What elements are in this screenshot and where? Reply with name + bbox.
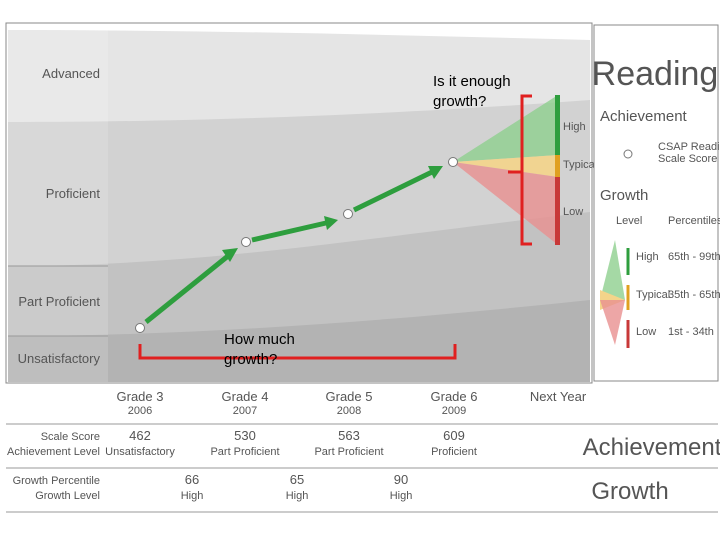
- table-cell: 65: [290, 472, 304, 487]
- legend-text: Scale Score: [658, 153, 717, 165]
- legend-text: 1st - 34th: [668, 326, 714, 338]
- bar-high: [555, 95, 560, 155]
- table-cell: High: [181, 490, 204, 502]
- callout: Is it enough: [433, 73, 511, 90]
- band-label: Unsatisfactory: [18, 351, 101, 366]
- x-label: Next Year: [530, 389, 587, 404]
- table-cell: 530: [234, 428, 256, 443]
- legend-text: 35th - 65th: [668, 289, 720, 301]
- x-label: Grade 4: [222, 389, 269, 404]
- legend-text: High: [636, 251, 659, 263]
- cone-label: Low: [563, 206, 583, 218]
- legend-heading: Achievement: [600, 108, 688, 125]
- table-cell: 66: [185, 472, 199, 487]
- legend-title: Reading: [592, 55, 719, 93]
- score-points: [135, 157, 458, 333]
- row-label: Growth Percentile: [13, 475, 100, 487]
- cone-label: High: [563, 121, 586, 133]
- table-cell: Unsatisfactory: [105, 446, 175, 458]
- band-unsatisfactory: [8, 300, 590, 382]
- legend-text: CSAP Reading: [658, 141, 720, 153]
- x-labels: Grade 3 2006 Grade 4 2007 Grade 5 2008 G…: [117, 389, 587, 417]
- table-cell: High: [286, 490, 309, 502]
- table-cell: 563: [338, 428, 360, 443]
- row-side-label: Achievement: [583, 434, 720, 461]
- legend-text: Percentiles: [668, 215, 720, 227]
- band-label: Part Proficient: [18, 294, 100, 309]
- table-cell: 462: [129, 428, 151, 443]
- table: Scale Score Achievement Level 462 Unsatisfa…: [7, 428, 720, 505]
- cone-label: Typical: [563, 159, 597, 171]
- row-label: Scale Score: [41, 431, 100, 443]
- table-cell: 90: [394, 472, 408, 487]
- legend-text: Low: [636, 326, 656, 338]
- table-cell: Part Proficient: [314, 446, 383, 458]
- legend-text: Level: [616, 215, 642, 227]
- x-label: Grade 6: [431, 389, 478, 404]
- cone-typical: [453, 155, 558, 177]
- bracket-bottom: [138, 344, 457, 360]
- legend-cone: [600, 240, 625, 300]
- legend-marker: [623, 149, 633, 159]
- cone-high: [453, 95, 558, 162]
- x-label: Grade 5: [326, 389, 373, 404]
- callout: growth?: [433, 93, 486, 110]
- table-lines: [6, 423, 718, 513]
- bar-low: [555, 177, 560, 245]
- callout: growth?: [224, 351, 277, 368]
- table-cell: 609: [443, 428, 465, 443]
- row-side-label: Growth: [591, 478, 668, 505]
- x-label: 2006: [128, 405, 152, 417]
- label-column: [8, 27, 108, 382]
- bar-typical: [555, 155, 560, 177]
- cone-low: [453, 162, 558, 245]
- growth-arrows: [144, 166, 443, 324]
- row-label: Growth Level: [35, 490, 100, 502]
- table-cell: Part Proficient: [210, 446, 279, 458]
- legend-text: Typical: [636, 289, 670, 301]
- bracket-right: [508, 94, 532, 246]
- band-label: Advanced: [42, 66, 100, 81]
- table-cell: High: [390, 490, 413, 502]
- x-label: 2008: [337, 405, 361, 417]
- row-label: Achievement Level: [7, 446, 100, 458]
- table-cell: Proficient: [431, 446, 477, 458]
- legend-text: 65th - 99th: [668, 251, 720, 263]
- legend-heading: Growth: [600, 187, 648, 204]
- legend-cone: [600, 300, 625, 345]
- band-label: Proficient: [46, 186, 101, 201]
- x-label: 2007: [233, 405, 257, 417]
- x-label: Grade 3: [117, 389, 164, 404]
- callout: How much: [224, 331, 295, 348]
- x-label: 2009: [442, 405, 466, 417]
